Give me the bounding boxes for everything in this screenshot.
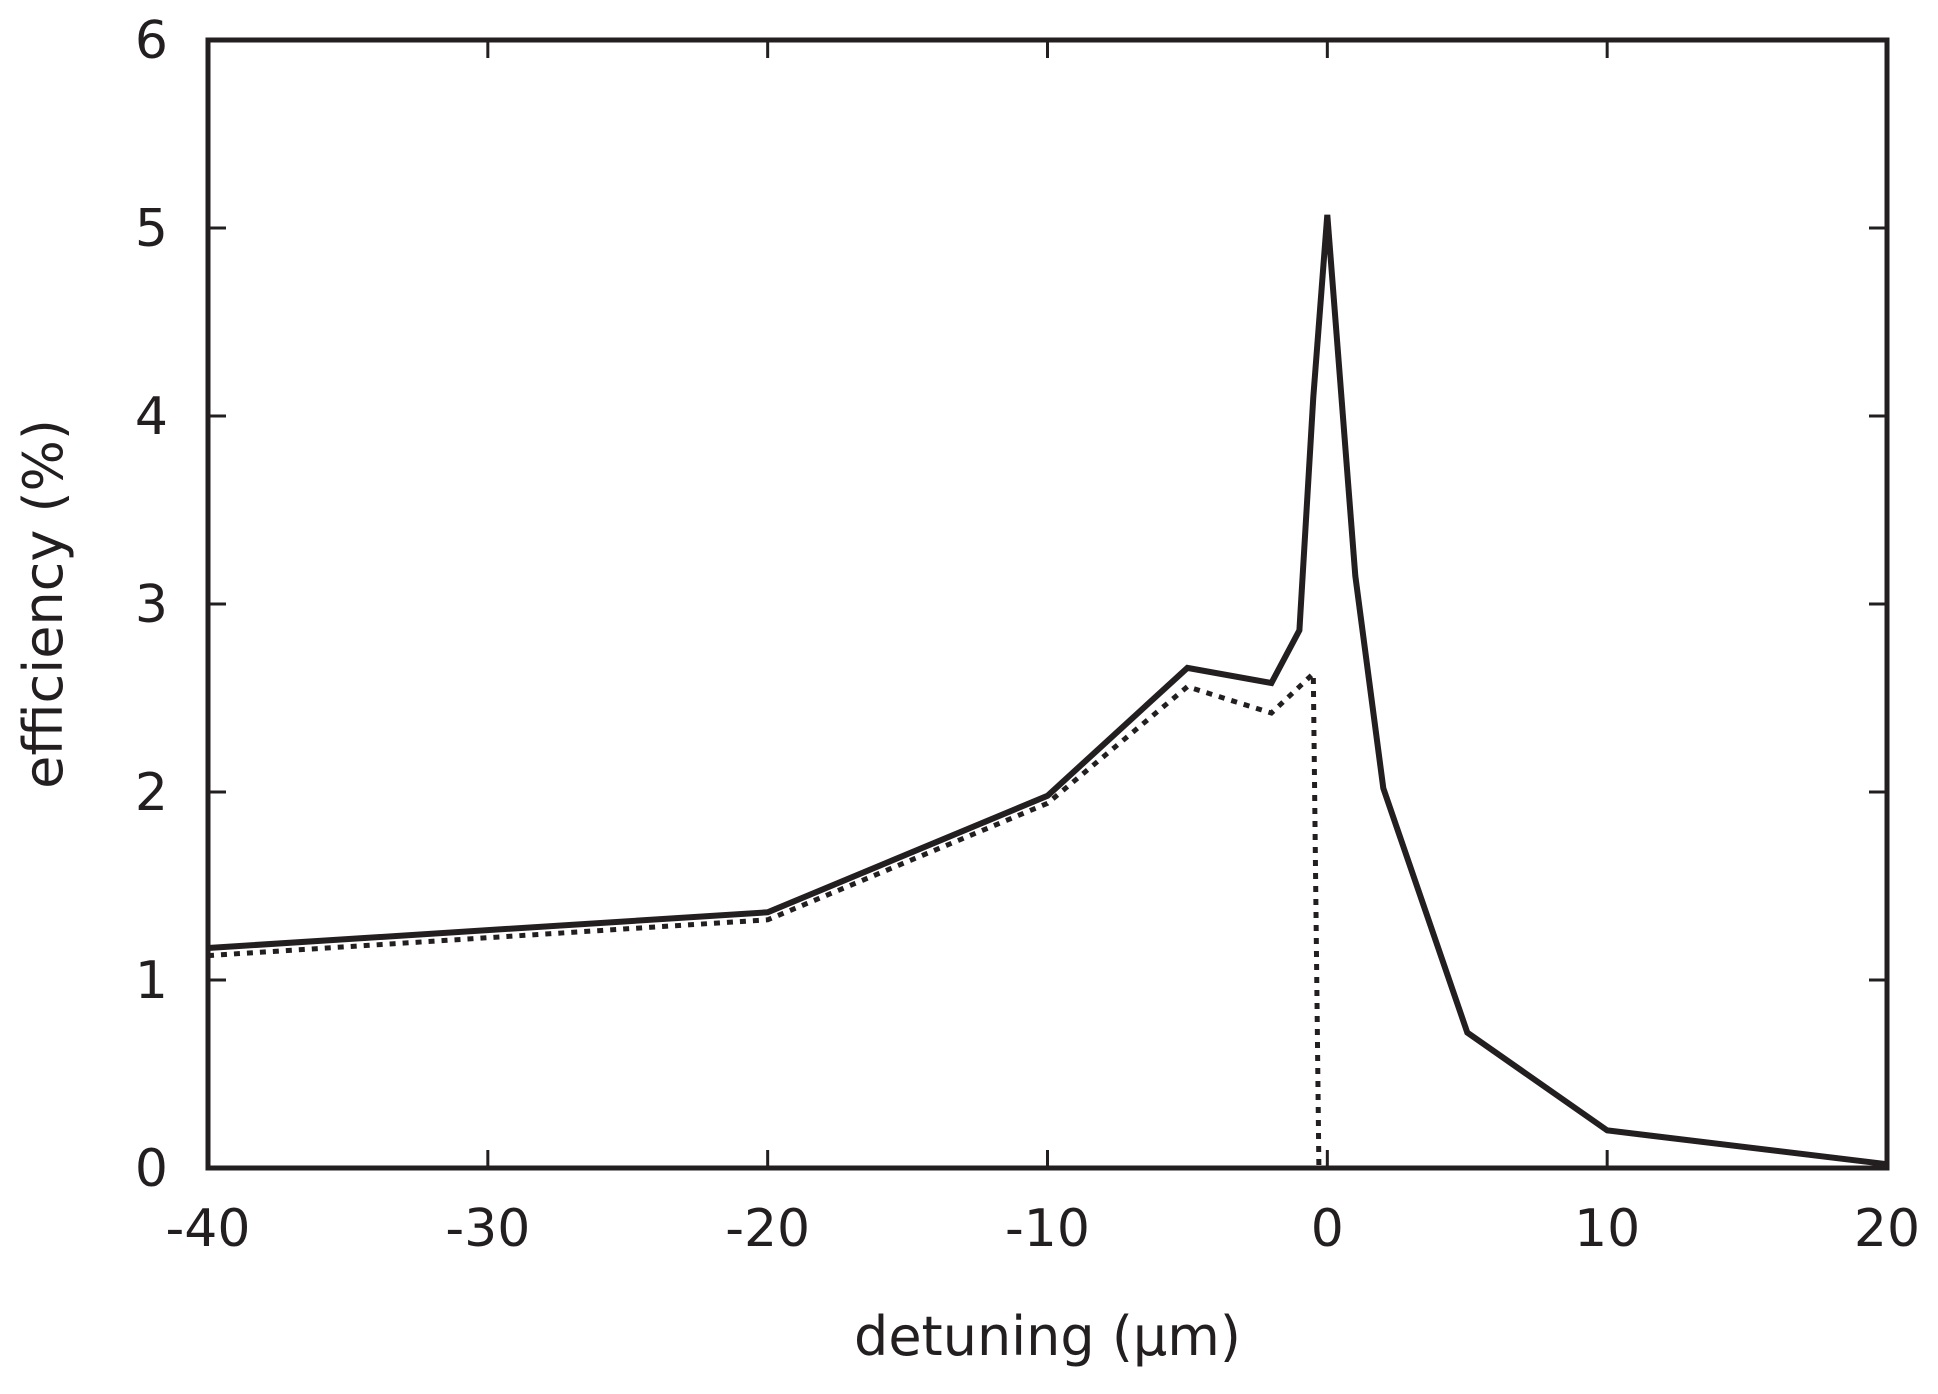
x-tick-label: 10 [1574,1199,1640,1259]
series-line-solid [207,214,1888,1168]
x-tick-label: 0 [1311,1199,1344,1259]
y-tick-label: 4 [135,387,168,447]
x-tick-label: -40 [166,1199,251,1259]
tick-layer: -40 -30 -20 -10 0 10 20 0 1 2 3 4 5 6 [135,11,1920,1259]
plot-frame [205,37,1890,1171]
x-tick-label: -30 [445,1199,530,1259]
x-tick-label: -10 [1005,1199,1090,1259]
y-axis-label: efficiency (%) [12,419,75,789]
y-tick-label: 3 [135,575,168,635]
y-tick-label: 5 [135,199,168,259]
series-layer [207,214,1888,1169]
x-tick-label: -20 [725,1199,810,1259]
y-tick-label: 0 [135,1139,168,1199]
x-axis-label: detuning (μm) [854,1305,1241,1368]
x-tick-label: 20 [1854,1199,1920,1259]
series-line-dotted [207,667,1322,1169]
y-tick-label: 6 [135,11,168,71]
y-tick-label: 2 [135,763,168,823]
y-tick-label: 1 [135,951,168,1011]
